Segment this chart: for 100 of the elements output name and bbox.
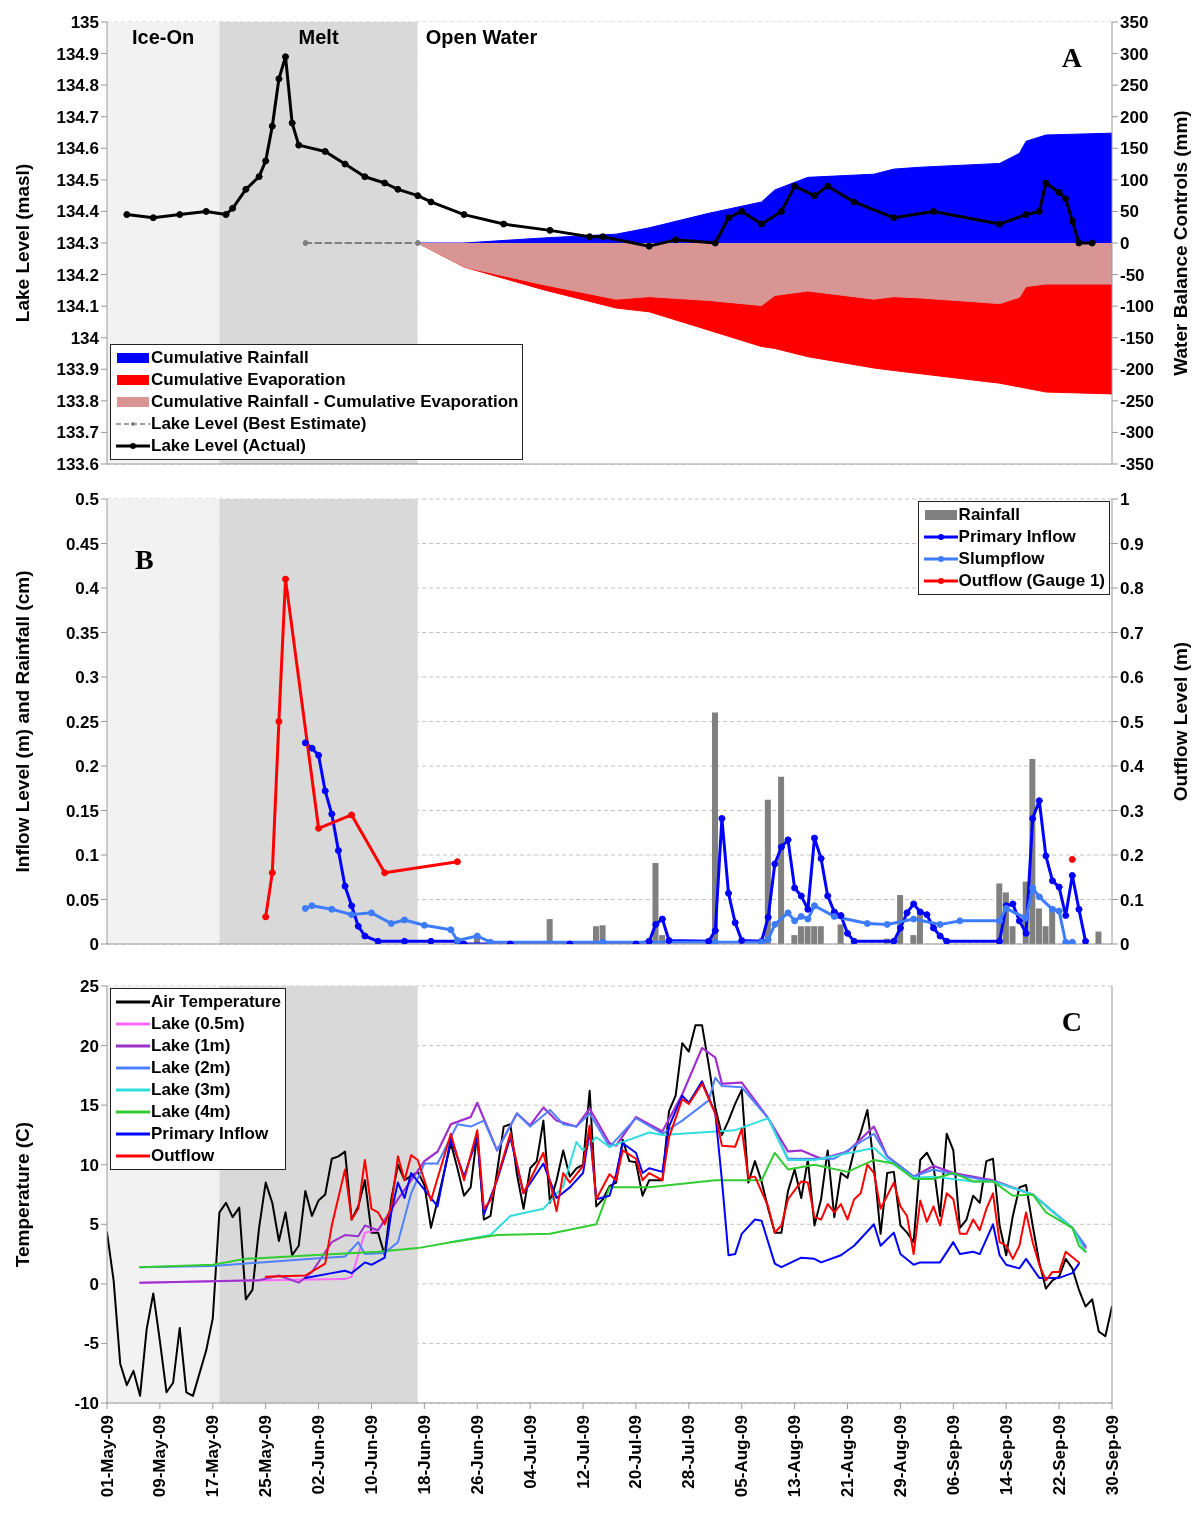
legend-label: Lake Level (Actual)	[151, 436, 306, 456]
y-tick-label: 10	[80, 1155, 99, 1175]
point	[850, 198, 858, 206]
x-tick-label: 14-Sep-09	[996, 1415, 1016, 1496]
bar	[837, 924, 844, 944]
point	[599, 233, 607, 241]
y2-tick-label: 0.2	[1120, 846, 1144, 866]
point	[725, 214, 733, 222]
x-tick-label: 12-Jul-09	[573, 1415, 593, 1489]
point	[262, 913, 270, 921]
point	[348, 811, 356, 819]
legend-label: Lake (1m)	[151, 1036, 231, 1056]
y2-tick-label: -150	[1120, 328, 1155, 348]
point	[1068, 855, 1076, 863]
y-tick-label: 135	[70, 13, 99, 33]
y-tick-label: 15	[80, 1096, 99, 1116]
y-tick-label: 134.8	[56, 76, 99, 96]
point	[586, 233, 594, 241]
legend-label: Lake Level (Best Estimate)	[151, 414, 367, 434]
y-tick-label: 20	[80, 1036, 99, 1056]
y2-tick-label: 300	[1120, 44, 1149, 64]
y2-tick-label: 0.7	[1120, 623, 1144, 643]
y-tick-label: 0.15	[65, 801, 99, 821]
y2-tick-label: -100	[1120, 297, 1155, 317]
y2-tick-label: 0.8	[1120, 579, 1144, 599]
legend-label: Lake (3m)	[151, 1080, 231, 1100]
point	[229, 204, 237, 212]
y-tick-label: 25	[80, 977, 99, 997]
point	[645, 242, 653, 250]
y-tick-label: 0.3	[75, 668, 99, 688]
point	[381, 869, 389, 877]
y2-tick-label: 150	[1120, 139, 1149, 159]
point	[1055, 188, 1063, 196]
point	[268, 869, 276, 877]
x-tick-label: 17-May-09	[203, 1415, 223, 1498]
point	[361, 173, 369, 181]
point	[810, 192, 818, 200]
y-tick-label: 0	[89, 1274, 99, 1294]
point	[996, 220, 1004, 228]
y-tick-label: 133.7	[56, 423, 99, 443]
legend-label: Primary Inflow	[151, 1124, 269, 1144]
point	[1088, 239, 1096, 247]
y-tick-label: 133.8	[56, 391, 99, 411]
legend-label: Cumulative Rainfall	[151, 348, 309, 368]
x-tick-label: 26-Jun-09	[467, 1415, 487, 1495]
y2-axis-title: Outflow Level (m)	[1169, 641, 1191, 802]
y2-tick-label: -200	[1120, 360, 1155, 380]
legend-label: Lake (2m)	[151, 1058, 231, 1078]
y-tick-label: 133.6	[56, 455, 99, 475]
x-tick-label: 05-Aug-09	[732, 1415, 752, 1498]
y2-tick-label: 50	[1120, 202, 1139, 222]
x-tick-label: 02-Jun-09	[309, 1415, 329, 1495]
legend-label: Cumulative Rainfall - Cumulative Evaporation	[151, 392, 519, 412]
x-tick-label: 01-May-09	[97, 1415, 117, 1498]
point	[202, 207, 210, 215]
x-tick-label: 22-Sep-09	[1049, 1415, 1069, 1496]
y2-tick-label: 250	[1120, 76, 1149, 96]
y-tick-label: 134.2	[56, 265, 99, 285]
y2-tick-label: 200	[1120, 107, 1149, 127]
x-tick-label: 28-Jul-09	[679, 1415, 699, 1489]
point	[414, 192, 422, 200]
y2-tick-label: 0	[1120, 234, 1130, 254]
legend-label: Primary Inflow	[958, 527, 1076, 547]
y-axis-title: Temperature (C)	[11, 1121, 33, 1268]
point	[1022, 211, 1030, 219]
y2-tick-label: 0.4	[1120, 757, 1145, 777]
y-tick-label: 134.7	[56, 107, 99, 127]
x-tick-label: 18-Jun-09	[414, 1415, 434, 1495]
point	[222, 211, 230, 219]
point	[268, 122, 276, 130]
point	[546, 226, 554, 234]
y-tick-label: 134.1	[56, 297, 99, 317]
y2-tick-label: 1	[1120, 490, 1130, 510]
point	[460, 211, 468, 219]
y2-tick-label: 0.3	[1120, 801, 1144, 821]
y2-tick-label: -350	[1120, 455, 1155, 475]
point	[1042, 179, 1050, 187]
point	[275, 718, 283, 725]
y2-axis-title: Water Balance Controls (mm)	[1169, 110, 1191, 376]
point	[282, 575, 290, 583]
point	[262, 157, 270, 165]
point	[711, 239, 719, 247]
y-tick-label: 134.5	[56, 170, 99, 190]
annotation: B	[135, 544, 154, 576]
legend-label: Lake (4m)	[151, 1102, 231, 1122]
legend-label: Air Temperature	[151, 992, 282, 1012]
y-tick-label: 134.6	[56, 139, 99, 159]
point	[282, 53, 290, 61]
point	[288, 119, 296, 127]
point	[381, 179, 389, 187]
y-tick-label: 0.25	[65, 712, 99, 732]
point	[672, 236, 680, 244]
y2-tick-label: -300	[1120, 423, 1155, 443]
y-tick-label: 5	[89, 1215, 99, 1235]
point	[890, 214, 898, 222]
point	[738, 207, 746, 215]
y2-tick-label: -50	[1120, 265, 1145, 285]
y-tick-label: 0.1	[75, 846, 99, 866]
legend-label: Outflow	[151, 1146, 215, 1166]
y-tick-label: 134.3	[56, 234, 99, 254]
